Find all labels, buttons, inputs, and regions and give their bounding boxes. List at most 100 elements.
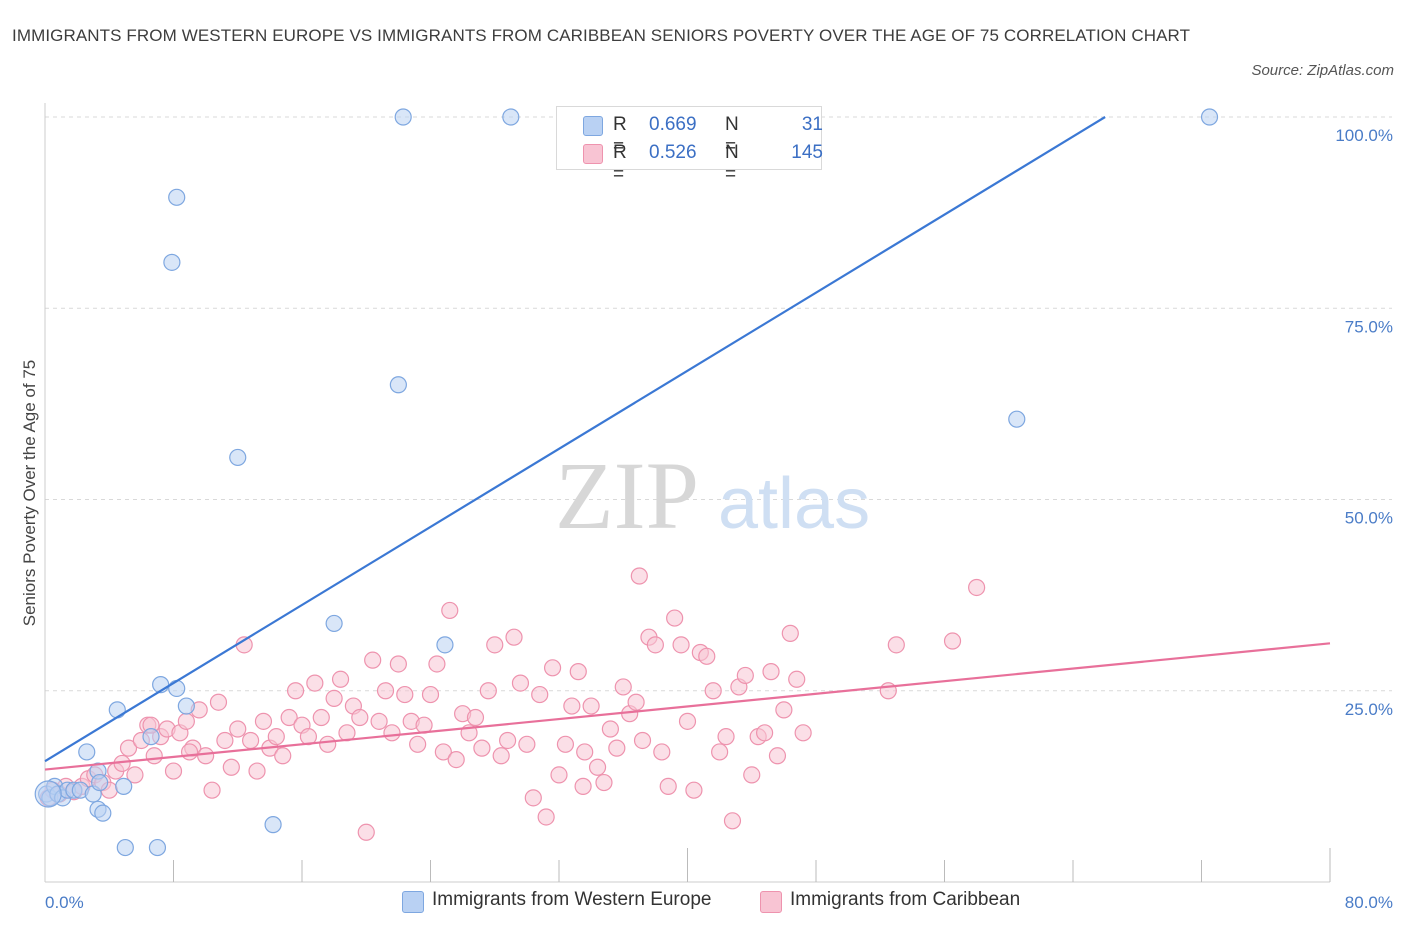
legend-r-value: 0.669 bbox=[649, 114, 697, 135]
caribbean-point bbox=[698, 647, 716, 665]
western-europe-point bbox=[78, 743, 96, 761]
western-europe-point bbox=[177, 697, 195, 715]
western-europe-point bbox=[34, 780, 62, 808]
caribbean-point bbox=[601, 720, 620, 738]
caribbean-point bbox=[473, 739, 491, 757]
caribbean-point bbox=[627, 693, 645, 711]
western-europe-point bbox=[115, 777, 133, 795]
legend-swatch-pink bbox=[760, 891, 782, 913]
caribbean-point bbox=[646, 636, 664, 654]
caribbean-point bbox=[209, 693, 228, 711]
caribbean-point bbox=[582, 697, 600, 715]
caribbean-point bbox=[943, 632, 962, 650]
caribbean-point bbox=[280, 708, 298, 727]
western-europe-point bbox=[116, 838, 134, 857]
caribbean-point bbox=[653, 743, 671, 761]
caribbean-point bbox=[242, 731, 260, 750]
caribbean-point bbox=[486, 636, 504, 654]
caribbean-point bbox=[267, 728, 285, 746]
caribbean-point bbox=[569, 663, 587, 681]
legend-label-caribbean: Immigrants from Caribbean bbox=[790, 889, 1021, 910]
caribbean-point bbox=[479, 682, 497, 700]
caribbean-point bbox=[524, 789, 542, 807]
series-caribbean-points bbox=[39, 567, 986, 841]
grid-lines bbox=[45, 116, 1392, 692]
caribbean-point bbox=[788, 670, 806, 688]
legend-swatch-blue bbox=[402, 891, 424, 913]
caribbean-point bbox=[518, 735, 536, 753]
caribbean-point bbox=[685, 781, 703, 799]
caribbean-point bbox=[421, 685, 440, 704]
caribbean-point bbox=[331, 670, 350, 688]
caribbean-trendline bbox=[44, 642, 1331, 771]
caribbean-point bbox=[351, 708, 369, 727]
caribbean-point bbox=[180, 743, 199, 761]
caribbean-point bbox=[743, 766, 761, 784]
caribbean-point bbox=[145, 747, 163, 765]
y-tick-label-25: 25.0% bbox=[1345, 700, 1393, 719]
western-europe-point bbox=[168, 679, 186, 698]
western-europe-point bbox=[91, 773, 109, 792]
caribbean-point bbox=[633, 731, 652, 750]
caribbean-point bbox=[543, 659, 562, 677]
western-europe-point bbox=[394, 108, 412, 126]
caribbean-point bbox=[762, 663, 780, 681]
legend-n-value: 31 bbox=[801, 114, 823, 135]
western-europe-point bbox=[1200, 108, 1219, 126]
caribbean-point bbox=[248, 762, 266, 780]
caribbean-point bbox=[216, 731, 234, 750]
caribbean-point bbox=[126, 766, 144, 784]
western-europe-point bbox=[264, 816, 282, 834]
caribbean-point bbox=[396, 685, 414, 704]
caribbean-point bbox=[666, 609, 684, 627]
tick-labels: 25.0% 50.0% 75.0% 100.0% 0.0% 80.0% bbox=[45, 126, 1393, 912]
caribbean-point bbox=[608, 739, 626, 757]
legend-r-value: 0.526 bbox=[649, 142, 697, 163]
western-europe-point bbox=[502, 108, 520, 126]
western-europe-point bbox=[142, 728, 160, 746]
caribbean-point bbox=[177, 712, 195, 730]
caribbean-point bbox=[389, 655, 407, 673]
y-tick-label-50: 50.0% bbox=[1345, 509, 1393, 528]
western-europe-point bbox=[148, 838, 167, 857]
caribbean-point bbox=[887, 636, 905, 654]
caribbean-point bbox=[576, 743, 594, 761]
caribbean-point bbox=[595, 773, 613, 792]
caribbean-point bbox=[357, 823, 375, 841]
caribbean-point bbox=[574, 777, 592, 795]
caribbean-point bbox=[254, 712, 273, 730]
legend-n-value: 145 bbox=[791, 142, 823, 163]
caribbean-point bbox=[197, 747, 215, 765]
y-tick-label-75: 75.0% bbox=[1345, 317, 1393, 336]
source-label: Source: ZipAtlas.com bbox=[1251, 62, 1394, 79]
caribbean-point bbox=[968, 578, 986, 597]
trendlines bbox=[44, 116, 1331, 771]
caribbean-point bbox=[630, 567, 648, 585]
axes bbox=[44, 103, 1331, 883]
caribbean-point bbox=[511, 674, 530, 692]
caribbean-point bbox=[409, 735, 427, 753]
legend-swatch-blue bbox=[583, 116, 603, 136]
caribbean-point bbox=[672, 636, 690, 654]
western-europe-point bbox=[389, 376, 407, 394]
caribbean-point bbox=[768, 747, 787, 765]
series-western-europe-points bbox=[34, 108, 1219, 857]
caribbean-point bbox=[794, 724, 812, 742]
caribbean-point bbox=[428, 655, 446, 673]
caribbean-point bbox=[717, 728, 735, 746]
watermark-zip: ZIP bbox=[555, 442, 699, 549]
western-europe-point bbox=[229, 448, 247, 467]
caribbean-point bbox=[550, 766, 568, 784]
correlation-legend: R = 0.669 N = 31 R = 0.526 N = 145 bbox=[556, 106, 823, 185]
caribbean-point bbox=[537, 808, 555, 826]
caribbean-point bbox=[164, 762, 183, 780]
legend-swatch-pink bbox=[583, 144, 603, 164]
caribbean-point bbox=[376, 682, 395, 700]
western-europe-point bbox=[1008, 410, 1026, 428]
caribbean-point bbox=[119, 739, 138, 757]
caribbean-point bbox=[563, 697, 581, 715]
caribbean-point bbox=[505, 628, 523, 646]
caribbean-point bbox=[775, 701, 793, 719]
caribbean-point bbox=[614, 678, 632, 696]
caribbean-point bbox=[229, 720, 247, 738]
